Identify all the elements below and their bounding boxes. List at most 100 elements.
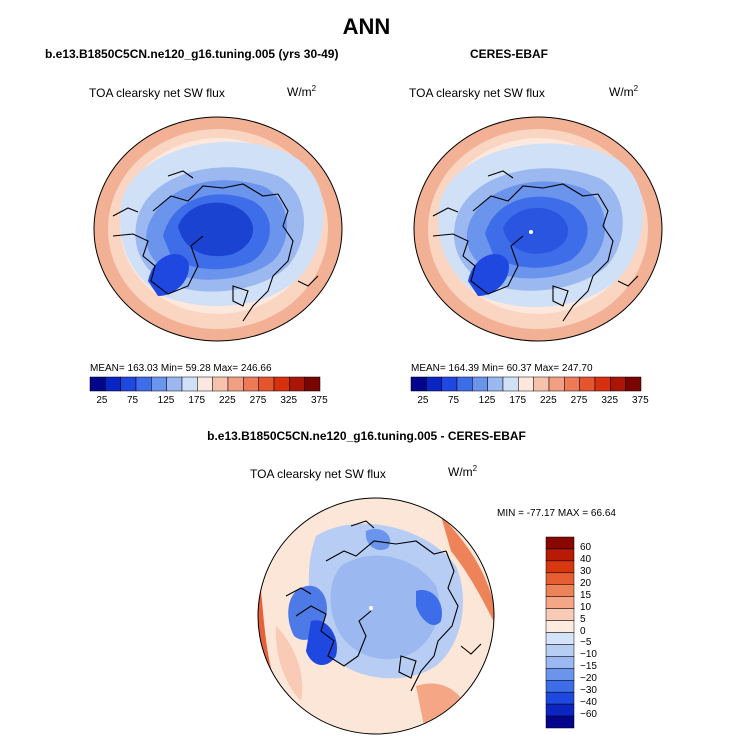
colorbar-swatch	[212, 376, 229, 392]
obs-colorbar-labels: 25 75 125 175 225 275 325 375	[411, 395, 648, 407]
model-colorbar-labels: 25 75 125 175 225 275 325 375	[90, 395, 327, 407]
diff-colorbar	[545, 536, 575, 729]
colorbar-swatch	[545, 620, 575, 633]
colorbar-swatch	[545, 644, 575, 657]
diff-panel-title: b.e13.B1850C5CN.ne120_g16.tuning.005 - C…	[207, 429, 526, 443]
colorbar-tick-label: 30	[580, 565, 592, 577]
colorbar-swatch	[545, 548, 575, 562]
colorbar-tick-label: 325	[601, 395, 619, 406]
colorbar-swatch	[441, 376, 458, 392]
colorbar-tick-label: 75	[127, 395, 139, 406]
obs-coastlines	[432, 170, 639, 322]
diff-variable-label: TOA clearsky net SW flux	[250, 467, 386, 481]
colorbar-swatch	[166, 376, 183, 392]
colorbar-swatch	[456, 376, 473, 392]
colorbar-swatch	[545, 703, 575, 717]
colorbar-tick-label: 40	[580, 553, 592, 565]
colorbar-swatch	[610, 376, 626, 392]
colorbar-swatch	[258, 376, 275, 392]
model-stats: MEAN= 163.03 Min= 59.28 Max= 246.66	[90, 363, 272, 374]
colorbar-tick-label: −5	[580, 637, 592, 649]
colorbar-tick-label: −15	[580, 661, 597, 673]
colorbar-tick-label: 10	[580, 601, 592, 613]
obs-variable-label: TOA clearsky net SW flux	[409, 86, 545, 100]
colorbar-swatch	[487, 376, 504, 392]
colorbar-swatch	[545, 536, 575, 550]
diff-stats: MIN = -77.17 MAX = 66.64	[497, 508, 616, 519]
colorbar-tick-label: 0	[580, 625, 586, 637]
obs-stats: MEAN= 164.39 Min= 60.37 Max= 247.70	[411, 363, 593, 374]
colorbar-swatch	[564, 376, 580, 392]
diff-pole-marker	[369, 606, 373, 610]
colorbar-tick-label: 20	[580, 577, 592, 589]
colorbar-tick-label: 275	[249, 395, 267, 406]
colorbar-tick-label: 60	[580, 541, 592, 553]
obs-polar-map	[413, 116, 663, 342]
colorbar-tick-label: 5	[580, 613, 586, 625]
model-variable-label: TOA clearsky net SW flux	[89, 86, 225, 100]
colorbar-swatch	[304, 376, 321, 392]
colorbar-swatch	[135, 376, 152, 392]
colorbar-swatch	[545, 656, 575, 669]
colorbar-tick-label: −60	[580, 709, 597, 721]
colorbar-tick-label: 325	[280, 395, 298, 406]
colorbar-swatch	[518, 376, 534, 392]
colorbar-swatch	[545, 584, 575, 597]
colorbar-swatch	[545, 560, 575, 574]
colorbar-tick-label: −30	[580, 685, 597, 697]
colorbar-tick-label: −10	[580, 649, 597, 661]
colorbar-swatch	[243, 376, 259, 392]
colorbar-swatch	[426, 376, 442, 392]
colorbar-tick-label: 175	[188, 395, 206, 406]
colorbar-swatch	[545, 691, 575, 705]
colorbar-tick-label: 375	[632, 395, 649, 406]
model-polar-map	[93, 116, 343, 342]
colorbar-tick-label: 125	[157, 395, 175, 406]
colorbar-tick-label: 225	[219, 395, 236, 406]
model-coastlines	[112, 170, 319, 322]
diff-coastlines	[285, 520, 482, 692]
diff-polar-map	[257, 497, 495, 735]
colorbar-swatch	[579, 376, 596, 392]
obs-map-border	[413, 116, 663, 342]
colorbar-swatch	[545, 632, 575, 645]
colorbar-swatch	[545, 596, 575, 609]
colorbar-tick-label: 75	[448, 395, 460, 406]
model-colorbar	[89, 376, 321, 392]
colorbar-tick-label: 225	[540, 395, 557, 406]
colorbar-tick-label: 25	[96, 395, 108, 406]
diff-colorbar-labels: 60 40 30 20 15 10 5 0 −5 −10 −15 −20 −30 −40 −60	[580, 537, 620, 728]
colorbar-tick-label: 275	[570, 395, 588, 406]
obs-colorbar	[410, 376, 642, 392]
colorbar-tick-label: 25	[417, 395, 429, 406]
colorbar-swatch	[227, 376, 244, 392]
colorbar-swatch	[410, 376, 427, 392]
colorbar-tick-label: −40	[580, 697, 597, 709]
colorbar-tick-label: 15	[580, 589, 592, 601]
obs-pole-marker	[529, 230, 533, 234]
colorbar-swatch	[545, 668, 575, 681]
model-map-border	[93, 116, 343, 342]
colorbar-swatch	[545, 680, 575, 693]
colorbar-swatch	[273, 376, 290, 392]
colorbar-tick-label: 125	[478, 395, 496, 406]
colorbar-swatch	[89, 376, 106, 392]
colorbar-tick-label: 375	[311, 395, 328, 406]
colorbar-swatch	[181, 376, 198, 392]
colorbar-swatch	[472, 376, 488, 392]
diff-units: W/m2	[448, 464, 478, 479]
colorbar-swatch	[289, 376, 305, 392]
model-panel-title: b.e13.B1850C5CN.ne120_g16.tuning.005 (yr…	[45, 47, 339, 61]
colorbar-swatch	[625, 376, 642, 392]
colorbar-swatch	[151, 376, 167, 392]
colorbar-tick-label: −20	[580, 673, 597, 685]
figure-title: ANN	[342, 14, 391, 39]
colorbar-swatch	[548, 376, 565, 392]
colorbar-swatch	[502, 376, 519, 392]
obs-units: W/m2	[609, 84, 639, 99]
obs-panel-title: CERES-EBAF	[470, 47, 549, 61]
model-units: W/m2	[287, 84, 317, 99]
colorbar-swatch	[545, 715, 575, 729]
colorbar-swatch	[545, 608, 575, 621]
colorbar-swatch	[105, 376, 121, 392]
